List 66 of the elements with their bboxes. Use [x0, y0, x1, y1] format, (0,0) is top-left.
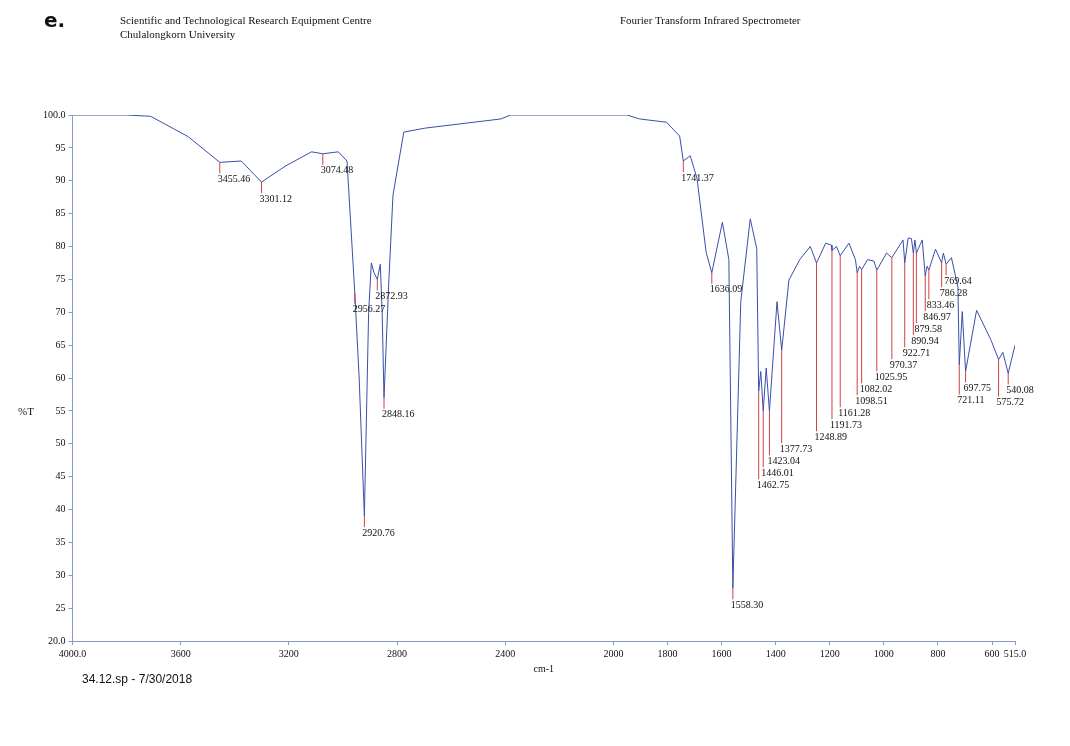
annotation: 3301.12 [259, 192, 293, 204]
annotation: 2848.16 [382, 408, 415, 420]
x-axis-title: cm-1 [533, 662, 555, 674]
text: 34.12.sp - 7/30/2018 [82, 672, 193, 686]
annotation: 846.97 [923, 310, 951, 322]
annotation: 1558.30 [730, 599, 764, 611]
x-tick-label: 1600 [711, 647, 732, 659]
x-tick-label: 3200 [278, 647, 299, 659]
y-tick-label: 60 [55, 371, 66, 383]
annotation: 1191.73 [829, 418, 863, 430]
x-tick-label: 2000 [603, 647, 624, 659]
y-tick-label: 45 [55, 470, 66, 482]
annotation: 1377.73 [779, 442, 813, 454]
y-tick-label: 95 [55, 141, 66, 153]
y-tick-label: 80 [55, 240, 66, 252]
annotation: 1161.28 [838, 406, 871, 418]
annotation: 540.08 [1006, 384, 1034, 396]
annotation: 1025.95 [874, 370, 908, 382]
annotation: 1248.89 [814, 430, 848, 442]
y-tick-label: 100.0 [43, 108, 66, 120]
chart-subtitle: Chulalongkorn University [120, 28, 236, 40]
y-tick-label: 90 [55, 174, 66, 186]
annotation: 1462.75 [756, 478, 790, 490]
annotation: 2920.76 [362, 526, 395, 538]
annotation: 697.75 [963, 382, 992, 394]
annotation: 970.37 [889, 358, 918, 370]
annotation: 721.11 [957, 394, 985, 406]
annotation: 879.58 [914, 322, 942, 334]
x-tick-label: 1200 [819, 647, 840, 659]
annotation: 1423.04 [767, 454, 800, 466]
x-tick-label: 800 [930, 647, 946, 659]
y-tick-label: 30 [55, 568, 66, 580]
y-tick-label: 40 [55, 503, 66, 515]
x-tick-label: 2400 [495, 647, 516, 659]
x-tick-label: 1000 [873, 647, 894, 659]
y-tick-label: 70 [55, 305, 66, 317]
x-tick-label: 4000.0 [58, 647, 87, 659]
y-axis-title: %T [18, 405, 34, 417]
annotation: 769.64 [944, 274, 972, 286]
annotation: 833.46 [926, 298, 955, 310]
x-tick-label: 515.0 [1003, 647, 1027, 659]
annotation: 922.71 [902, 346, 931, 358]
annotation: 1082.02 [859, 382, 893, 394]
text: Fourier Transform Infrared Spectrometer [620, 14, 801, 26]
annotation: 575.72 [996, 396, 1025, 408]
y-tick-label: 65 [55, 338, 66, 350]
y-tick-label: 75 [55, 273, 66, 284]
annotation: 1098.51 [855, 394, 888, 406]
y-tick-label: 85 [55, 207, 66, 219]
annotation: 890.94 [911, 334, 939, 346]
y-tick-label: 25 [55, 601, 66, 613]
text: e. [44, 8, 66, 32]
x-tick-label: 3600 [170, 647, 191, 659]
x-tick-label: 2800 [387, 647, 408, 659]
annotation: 786.28 [939, 286, 968, 298]
annotation: 3455.46 [217, 172, 251, 184]
annotation: 1741.37 [681, 171, 714, 183]
x-tick-label: 1400 [765, 647, 786, 659]
x-tick-label: 600 [984, 647, 1000, 659]
y-tick-label: 35 [55, 536, 66, 547]
annotation: 1446.01 [761, 466, 794, 478]
x-tick-label: 1800 [657, 647, 678, 659]
y-tick-label: 50 [55, 437, 66, 449]
y-tick-label: 55 [55, 404, 66, 416]
chart-title: Scientific and Technological Research Equipment Centre [120, 14, 372, 26]
y-tick-label: 20.0 [48, 634, 66, 646]
